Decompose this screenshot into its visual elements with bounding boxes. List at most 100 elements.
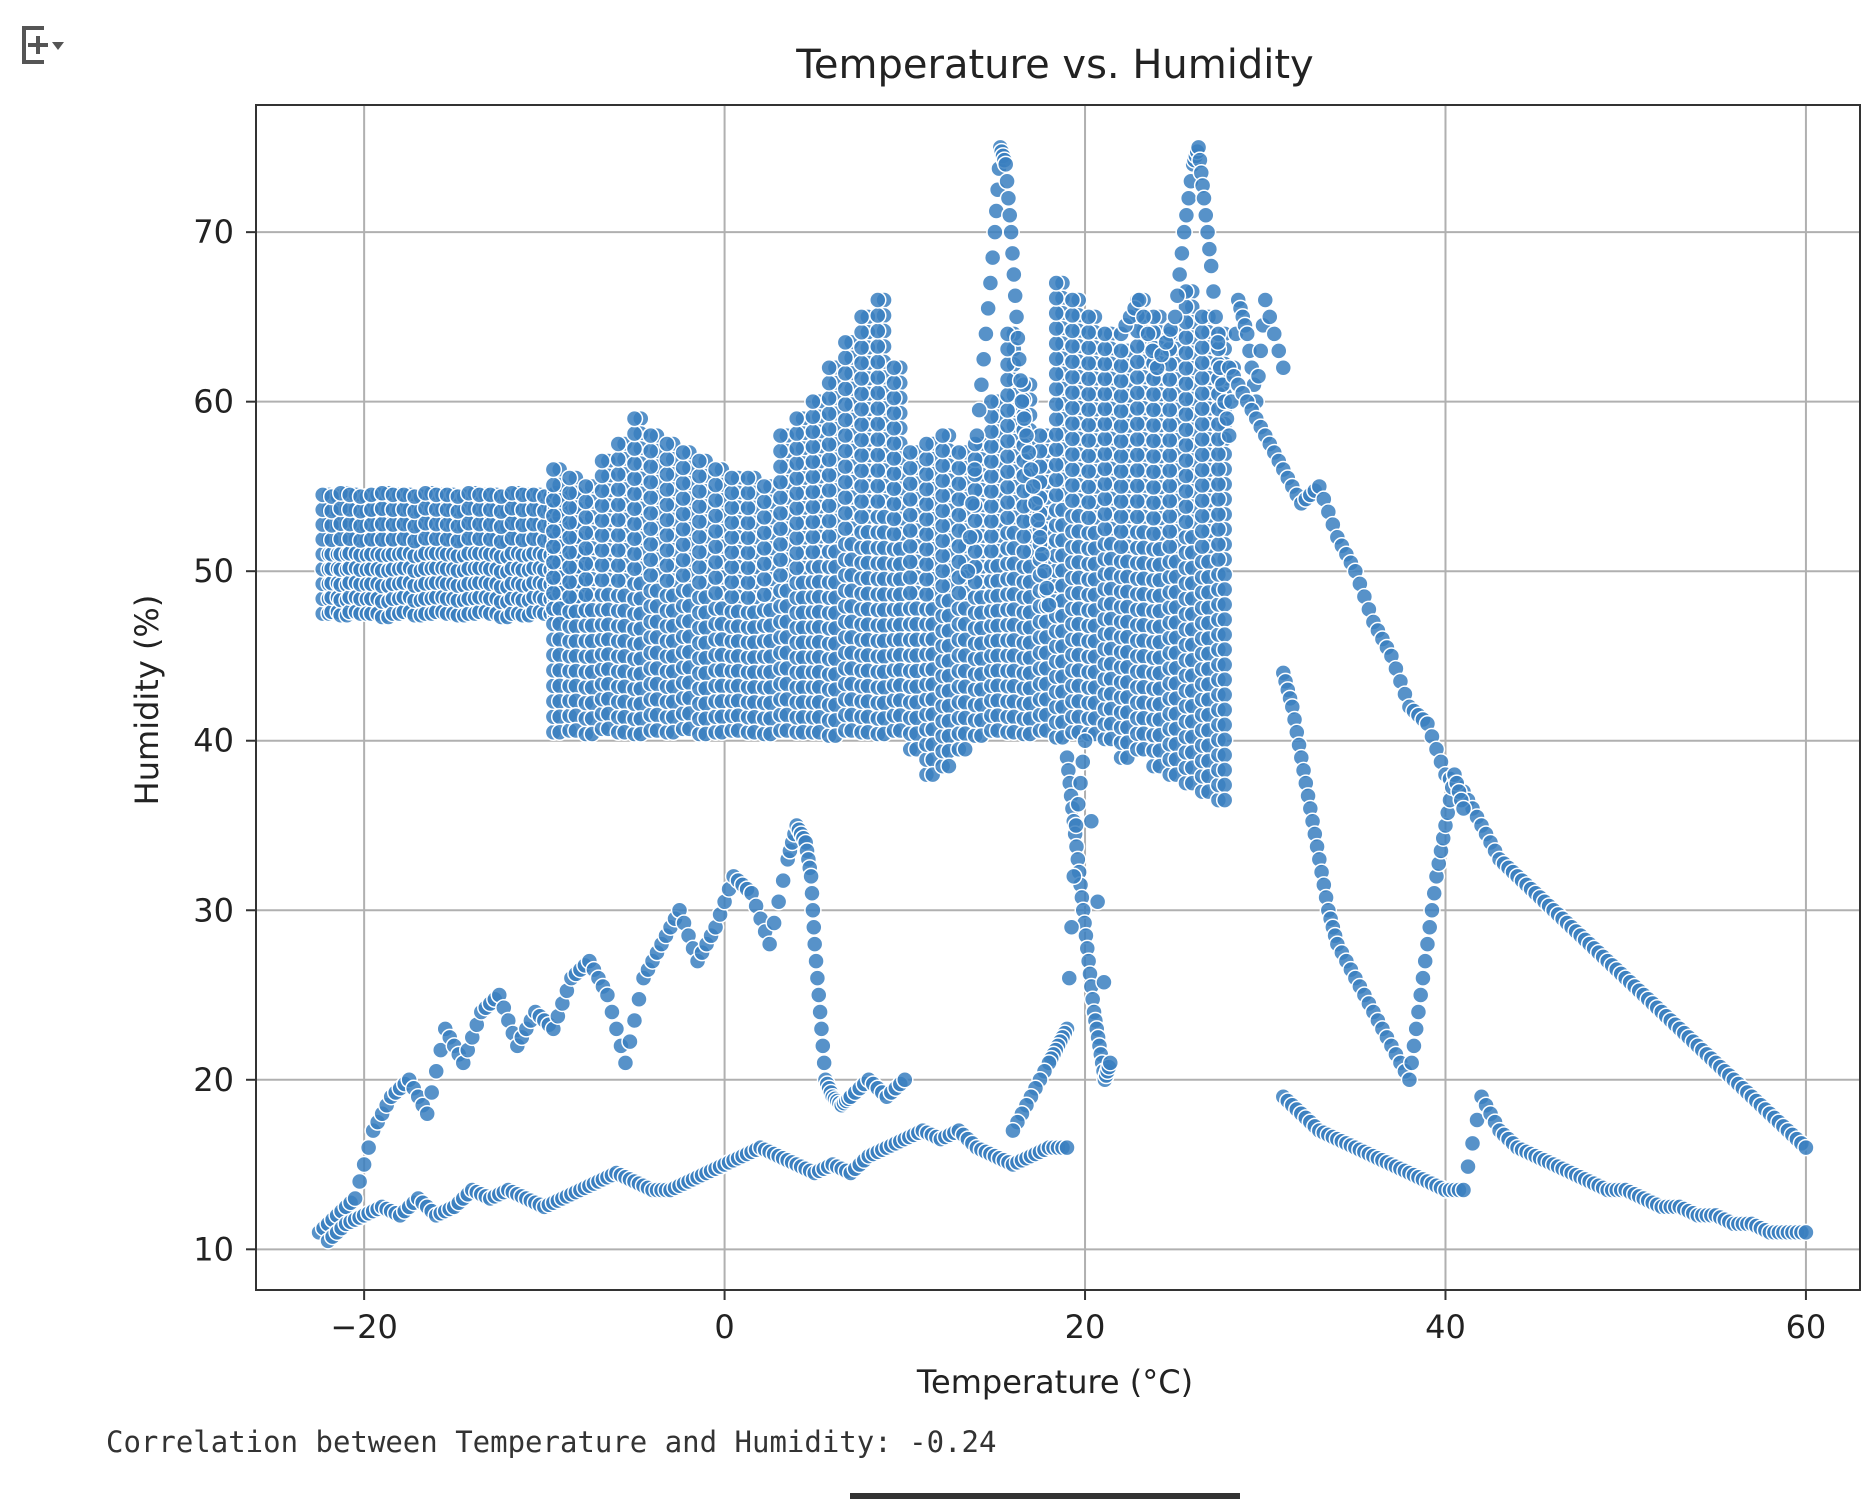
spike-15-point [996,155,1015,174]
band-mid-point [1079,385,1098,403]
band-mid-point [1215,640,1234,659]
band-mid-point [1112,342,1130,360]
y-tick-label: 60 [193,383,234,421]
band-mid-point [869,291,887,309]
band-mid-point [1096,505,1114,523]
band-mid-point [933,441,952,460]
band-mid-point [869,461,887,480]
band-mid-point [1096,445,1114,463]
band-mid-point [1063,476,1082,494]
band-mid-point [820,496,838,515]
band-mid-point [1160,401,1179,419]
band-mid-point [804,513,822,531]
band-mid-point [609,450,628,468]
band-mid-point [1079,354,1098,372]
band-mid-point [852,385,871,403]
band-mid-point [1128,368,1147,387]
band-mid-point [1215,746,1234,764]
column-20-point [1065,867,1083,886]
band-mid-point [836,519,855,538]
band-mid-point [982,482,1001,501]
band-mid-point [1112,537,1130,556]
band-mid-point [1215,565,1234,584]
band-mid-point [820,466,838,484]
band-mid-point [998,508,1017,527]
band-mid-point [674,505,692,523]
spike-26-point [1168,286,1187,305]
middle-falling-point [1409,1003,1428,1021]
band-mid-point [1128,492,1147,511]
column-20-point [1074,753,1092,771]
band-mid-point [674,566,692,585]
column-20-point [1076,731,1094,750]
band-mid-point [625,529,644,548]
band-mid-point [869,353,887,371]
chart-title: Temperature vs. Humidity [795,42,1313,88]
band-mid-point [852,492,871,511]
band-mid-point [933,562,952,580]
spike-26-point [1256,291,1275,309]
x-tick-label: −20 [330,1308,398,1346]
band-mid-point [917,555,936,574]
band-mid-point [771,488,790,507]
band-mid-point [1096,415,1114,433]
band-mid-point [1063,461,1082,479]
band-mid-point [820,389,838,408]
cropped-text-fragment [850,1493,1240,1499]
band-mid-point [641,504,660,522]
spike-26-point [1173,244,1191,263]
band-mid-point [1193,354,1211,372]
x-axis-label: Temperature (°C) [916,1363,1193,1401]
band-mid-point [998,493,1017,512]
band-mid-point [869,477,887,495]
band-mid-point [544,476,563,494]
band-mid-point [658,571,676,590]
band-mid-point [544,460,563,479]
band-mid-point [917,585,936,604]
band-mid-point [998,386,1017,404]
band-mid-point [1160,446,1179,465]
band-mid-point [1047,380,1065,398]
band-mid-point [658,556,676,575]
band-mid-point [836,333,855,352]
band-mid-point [1079,323,1098,342]
y-tick-label: 10 [193,1230,234,1268]
band-mid-point [609,511,628,529]
band-mid-point [577,539,595,558]
spike-15-point [998,172,1016,191]
band-mid-point [755,570,773,589]
band-mid-point [1144,494,1163,512]
band-mid-point [1047,304,1065,323]
spike-26-point [1170,265,1189,284]
band-mid-point [739,588,757,607]
band-mid-point [804,438,822,456]
band-mid-point [1177,451,1195,470]
band-mid-point [1047,395,1065,413]
spike-15-point [1006,286,1024,305]
band-mid-point [755,477,773,496]
band-mid-point [1215,625,1234,644]
band-mid-point [593,571,611,589]
band-mid-point [869,492,887,511]
band-mid-point [544,538,563,556]
band-mid-point [690,528,709,546]
band-mid-point [1096,490,1114,508]
band-mid-point [1160,507,1179,526]
middle-falling-point [1405,1037,1423,1055]
band-mid-point [1112,402,1130,420]
band-mid-point [1160,431,1179,450]
band-mid-point [1215,761,1234,779]
band-mid-point [577,508,595,527]
output-collapse-icon[interactable] [18,20,70,76]
band-mid-point [1215,655,1234,674]
band-mid-point [852,354,871,372]
band-mid-point [739,573,757,592]
band-mid-point [577,555,595,573]
band-mid-point [625,545,644,563]
band-mid-point [658,541,676,559]
band-mid-point [1193,369,1211,387]
band-mid-point [1193,476,1211,495]
band-mid-point [1096,460,1114,478]
band-mid-point [901,537,919,555]
band-mid-point [917,480,936,498]
